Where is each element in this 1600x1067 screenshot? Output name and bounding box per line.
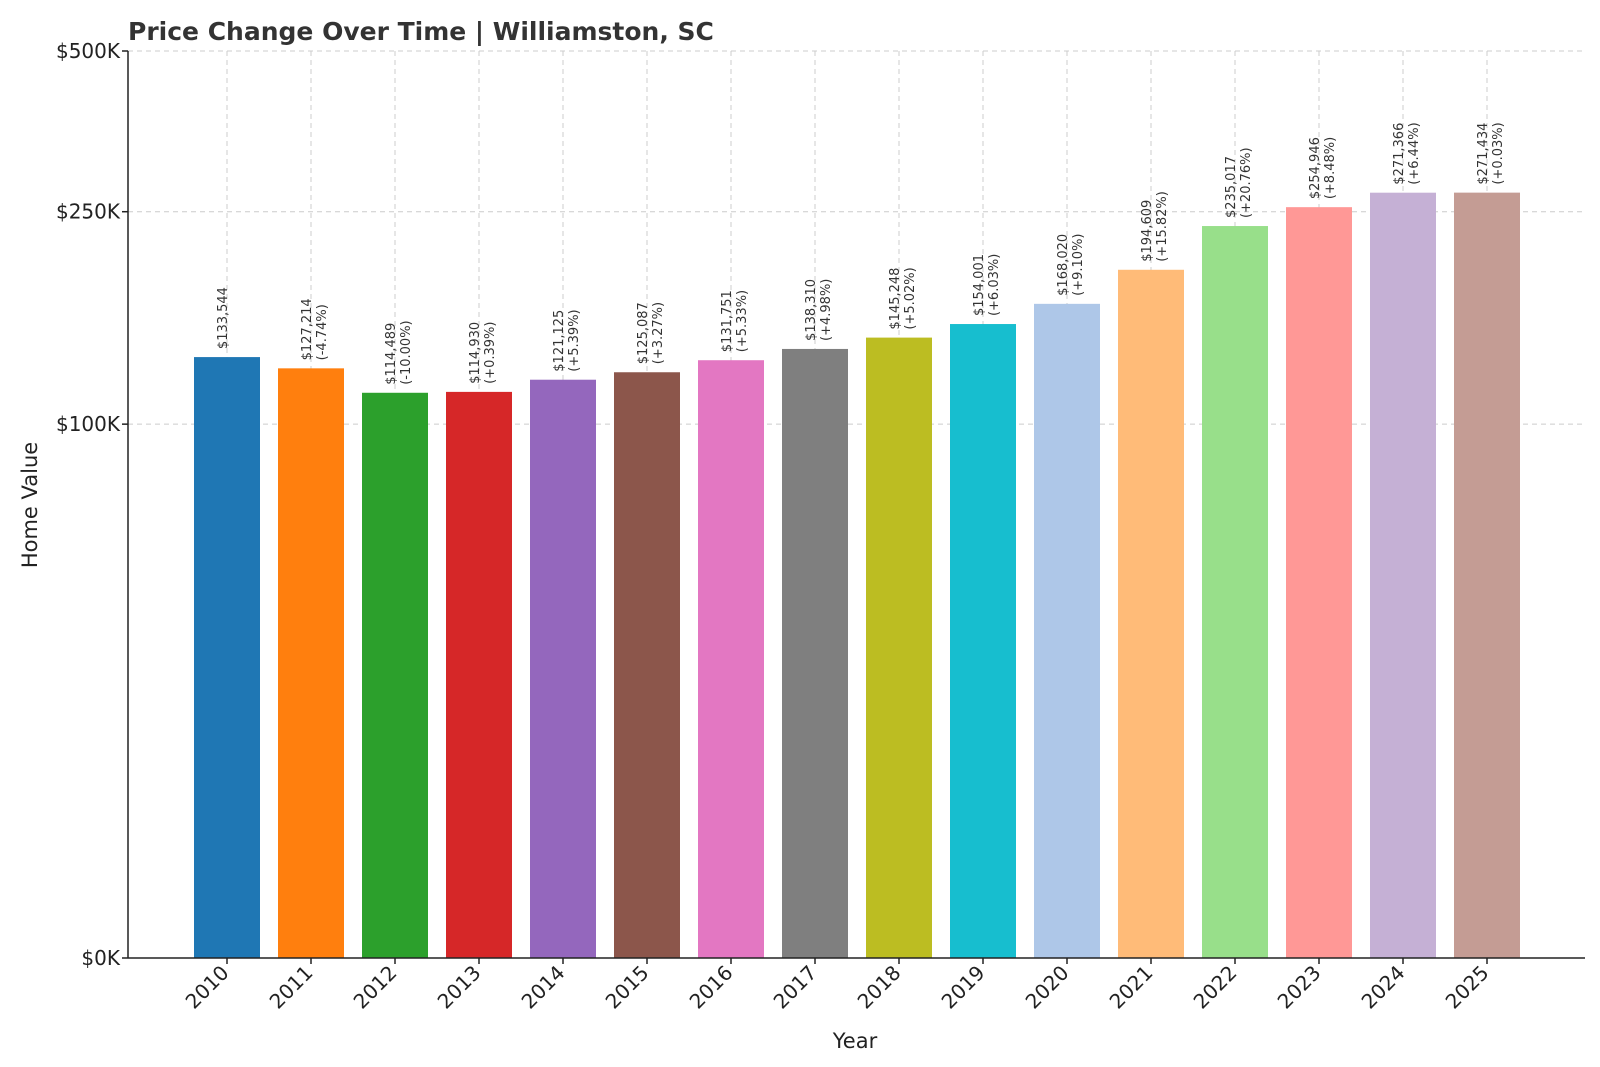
bar-annotation-2023: $254,946 (+8.48%)	[1308, 137, 1338, 199]
x-tick-label: 2018	[853, 961, 906, 1014]
bar-annotation-2011: $127,214 (-4.74%)	[300, 298, 330, 360]
bar-value-label: $194,609	[1140, 200, 1155, 262]
bar-2013	[446, 391, 512, 958]
bar-value-label: $114,489	[384, 323, 399, 385]
x-tick-label: 2019	[937, 961, 990, 1014]
bar-change-label: (+3.27%)	[651, 302, 666, 364]
bar-change-label: (+5.02%)	[903, 267, 918, 329]
bar-labels: $133,544 $127,214 (-4.74%) $114,489 (-10.00%…	[216, 122, 1506, 384]
bar-annotation-2010: $133,544	[216, 287, 231, 349]
y-tick-label: $100K	[56, 412, 121, 436]
bar-2014	[530, 379, 596, 959]
x-tick-label: 2012	[349, 961, 402, 1014]
x-tick-label: 2010	[181, 961, 234, 1014]
x-tick-label: 2017	[769, 961, 822, 1014]
bar-annotation-2015: $125,087 (+3.27%)	[636, 302, 666, 364]
bar-annotation-2012: $114,489 (-10.00%)	[384, 320, 414, 384]
bar-change-label: (+6.44%)	[1407, 122, 1422, 184]
x-tick-label: 2020	[1021, 961, 1074, 1014]
bar-value-label: $138,310	[804, 279, 819, 341]
x-axis-ticks: 2010 2011 2012 2013 2014 2015 2016 2017 2018 2019…	[181, 958, 1494, 1014]
bar-change-label: (+6.03%)	[987, 254, 1002, 316]
bar-annotation-2022: $235,017 (+20.76%)	[1224, 147, 1254, 218]
x-tick-label: 2025	[1441, 961, 1494, 1014]
bar-value-label: $114,930	[468, 322, 483, 384]
bar-change-label: (-10.00%)	[399, 320, 414, 384]
bar-change-label: (+0.03%)	[1491, 122, 1506, 184]
bar-annotation-2018: $145,248 (+5.02%)	[888, 267, 918, 329]
bar-2021	[1118, 269, 1184, 958]
x-tick-label: 2015	[601, 961, 654, 1014]
x-tick-label: 2022	[1189, 961, 1242, 1014]
bar-2023	[1286, 207, 1352, 959]
bar-annotation-2020: $168,020 (+9.10%)	[1056, 233, 1086, 295]
bar-2016	[698, 360, 764, 958]
bar-value-label: $271,366	[1392, 123, 1407, 185]
bar-annotation-2021: $194,609 (+15.82%)	[1140, 191, 1170, 262]
y-axis-label: Home Value	[18, 442, 42, 568]
bar-value-label: $154,001	[972, 254, 987, 316]
x-tick-label: 2021	[1105, 961, 1158, 1014]
bar-value-label: $168,020	[1056, 234, 1071, 296]
bar-value-label: $131,751	[720, 290, 735, 352]
bar-annotation-2016: $131,751 (+5.33%)	[720, 290, 750, 352]
bar-change-label: (+5.33%)	[735, 290, 750, 352]
bar-value-label: $125,087	[636, 302, 651, 364]
bar-change-label: (+8.48%)	[1323, 137, 1338, 199]
bars	[194, 192, 1520, 959]
bar-annotation-2017: $138,310 (+4.98%)	[804, 279, 834, 341]
bar-value-label: $127,214	[300, 298, 315, 360]
x-tick-label: 2013	[433, 961, 486, 1014]
bar-2019	[950, 324, 1016, 958]
bar-change-label: (+4.98%)	[819, 279, 834, 341]
bar-annotation-2024: $271,366 (+6.44%)	[1392, 122, 1422, 184]
y-tick-label: $0K	[81, 946, 120, 970]
bar-2018	[866, 337, 932, 959]
y-tick-label: $250K	[56, 200, 121, 224]
bar-annotation-2025: $271,434 (+0.03%)	[1476, 122, 1506, 184]
bar-2012	[362, 392, 428, 958]
bar-value-label: $235,017	[1224, 156, 1239, 218]
bar-change-label: (-4.74%)	[315, 304, 330, 360]
bar-change-label: (+9.10%)	[1071, 233, 1086, 295]
bar-annotation-2019: $154,001 (+6.03%)	[972, 254, 1002, 316]
bar-value-label: $133,544	[216, 287, 231, 349]
bar-change-label: (+15.82%)	[1155, 191, 1170, 262]
bar-change-label: (+5.39%)	[567, 309, 582, 371]
grid-lines	[128, 50, 1585, 958]
y-tick-label: $500K	[56, 39, 121, 63]
bar-2025	[1454, 192, 1520, 959]
bar-change-label: (+0.39%)	[483, 322, 498, 384]
x-axis-label: Year	[832, 1029, 878, 1053]
bar-annotation-2013: $114,930 (+0.39%)	[468, 322, 498, 384]
bar-2010	[194, 357, 260, 958]
bar-2020	[1034, 303, 1100, 958]
bar-2015	[614, 372, 680, 959]
x-tick-label: 2011	[265, 961, 318, 1014]
x-tick-label: 2014	[517, 961, 570, 1014]
x-tick-label: 2023	[1273, 961, 1326, 1014]
chart-title: Price Change Over Time | Williamston, SC	[128, 17, 714, 46]
bar-annotation-2014: $121,125 (+5.39%)	[552, 309, 582, 371]
bar-change-label: (+20.76%)	[1239, 147, 1254, 218]
x-tick-label: 2016	[685, 961, 738, 1014]
bar-2024	[1370, 192, 1436, 958]
bar-value-label: $254,946	[1308, 137, 1323, 199]
bar-value-label: $271,434	[1476, 123, 1491, 185]
bar-2011	[278, 368, 344, 958]
y-axis-ticks: $0K $100K $250K $500K	[56, 39, 128, 970]
bar-2022	[1202, 226, 1268, 958]
x-tick-label: 2024	[1357, 961, 1410, 1014]
bar-value-label: $121,125	[552, 310, 567, 372]
bar-2017	[782, 348, 848, 959]
bar-value-label: $145,248	[888, 268, 903, 330]
